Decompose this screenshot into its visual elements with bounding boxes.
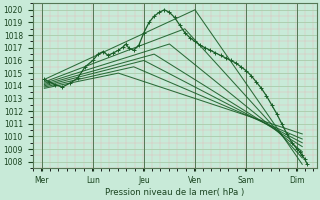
X-axis label: Pression niveau de la mer( hPa ): Pression niveau de la mer( hPa ) (105, 188, 244, 197)
